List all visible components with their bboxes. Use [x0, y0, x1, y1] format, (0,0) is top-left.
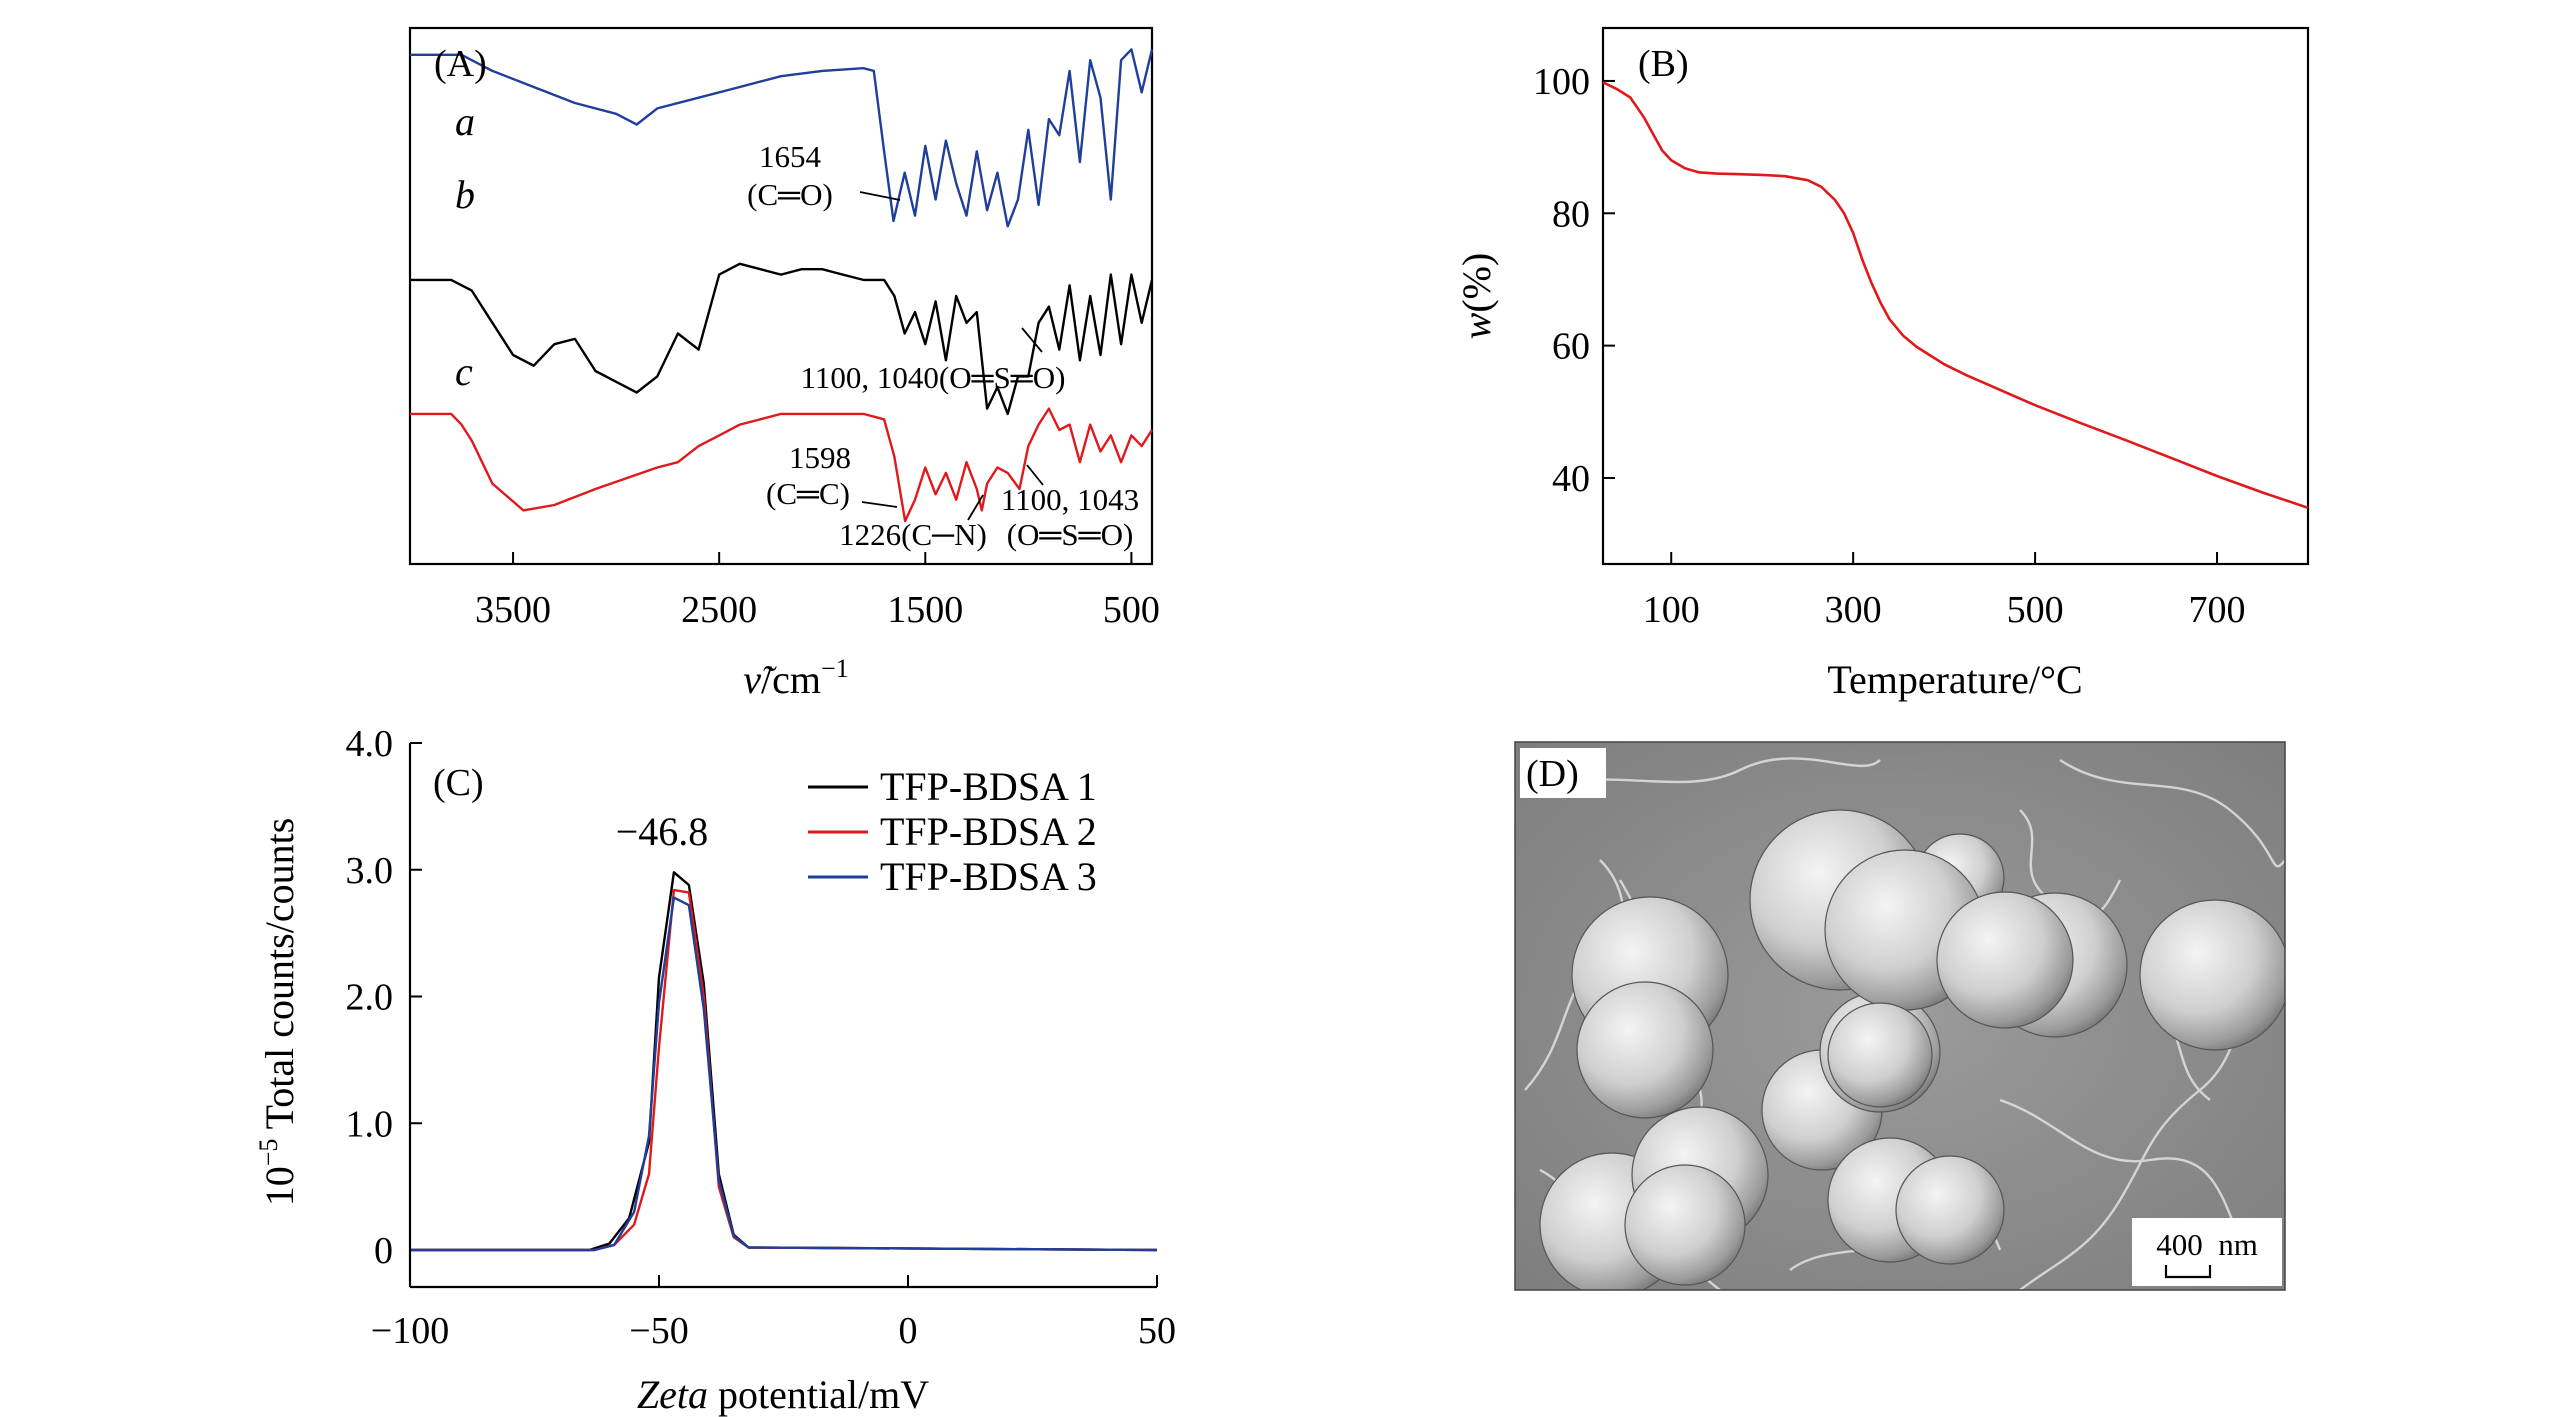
zeta-curve-3	[410, 896, 1158, 1252]
panel-b-frame	[1601, 26, 2310, 566]
panel-c-ytick-label: 1.0	[346, 1103, 394, 1145]
panel-b-ylabel-rest: (%)	[1454, 253, 1499, 313]
panel-b-xtick-label: 300	[1825, 589, 1882, 631]
sem-spheres	[1539, 809, 2285, 1290]
panel-a-x-ticks: 3500 2500 1500 500	[475, 552, 1160, 631]
panel-a-series	[410, 48, 1154, 523]
panel-d-label-box	[1520, 748, 1606, 798]
scale-bar-label: 400 nm	[2156, 1227, 2258, 1262]
annotation-1598: 1598	[789, 440, 851, 475]
panel-c-legend: TFP-BDSA 1 TFP-BDSA 2 TFP-BDSA 3	[808, 764, 1097, 899]
panel-c-label: (C)	[433, 762, 484, 804]
panel-c-xtick-label: −100	[371, 1310, 449, 1352]
panel-a-xtick-label: 3500	[475, 589, 551, 631]
panel-b-ticks: 100 300 500 700 40 60 80 100	[1533, 61, 2246, 631]
panel-b: 100 300 500 700 40 60 80 100 (B) Temperature/°C…	[1454, 26, 2310, 702]
annotation-co: (C═O)	[747, 177, 833, 212]
panel-a-label: (A)	[434, 43, 487, 85]
panel-c-xtick-label: −50	[629, 1310, 688, 1352]
annotation-cc: (C═C)	[766, 476, 850, 511]
panel-b-series	[1602, 81, 2309, 510]
panel-c-ylabel: 10−5 Total counts/counts	[254, 818, 302, 1207]
panel-a-xlabel-sup: −1	[821, 654, 849, 683]
panel-b-xtick-label: 700	[2189, 589, 2246, 631]
panel-d-label: (D)	[1526, 753, 1579, 795]
panel-d-frame	[1514, 741, 2286, 1291]
panel-b-ytick-label: 60	[1552, 326, 1590, 368]
ftir-curve-c	[410, 407, 1154, 523]
leader-1654	[859, 191, 901, 201]
sem-micrograph	[1515, 742, 2285, 1290]
panel-c-ticks: −100 −50 0 50 0 1.0 2.0 3.0 4.0	[346, 723, 1177, 1352]
panel-a-xlabel: ν̃/cm−1	[743, 654, 848, 702]
panel-b-ytick-label: 40	[1552, 458, 1590, 500]
annotation-1654: 1654	[759, 139, 822, 174]
leader-1226	[967, 494, 984, 521]
legend-label-1: TFP-BDSA 1	[880, 764, 1097, 809]
panel-c-xtick-label: 0	[899, 1310, 918, 1352]
zeta-curve-2	[410, 888, 1158, 1252]
ftir-curve-a	[410, 48, 1154, 228]
scale-bar-box	[2132, 1218, 2282, 1286]
panel-b-xlabel: Temperature/°C	[1827, 657, 2082, 702]
panel-c-ylabel-rest: Total counts/counts	[257, 818, 302, 1139]
legend-label-3: TFP-BDSA 3	[880, 854, 1097, 899]
panel-a-frame	[408, 26, 1154, 566]
panel-c-xtick-label: 50	[1138, 1310, 1176, 1352]
tga-curve	[1602, 81, 2309, 510]
leader-oso-b	[1021, 327, 1043, 353]
panel-a-xtick-label: 1500	[887, 589, 963, 631]
panel-c-xlabel-rest: potential/mV	[708, 1372, 929, 1417]
panel-c-ytick-label: 3.0	[346, 850, 394, 892]
annotation-oso-b: 1100, 1040(O═S═O)	[801, 360, 1066, 395]
panel-c-xlabel: Zeta potential/mV	[637, 1372, 929, 1417]
panel-c-peak-label: −46.8	[616, 809, 709, 854]
leader-1043	[1026, 464, 1044, 486]
annotation-1226: 1226(C─N)	[839, 517, 987, 552]
panel-c: −100 −50 0 50 0 1.0 2.0 3.0 4.0 (C) −46.8 Zeta p…	[254, 723, 1176, 1417]
panel-c-xlabel-italic: Zeta	[637, 1372, 708, 1417]
panel-a-xtick-label: 2500	[681, 589, 757, 631]
panel-b-label: (B)	[1638, 43, 1689, 85]
panel-a-xlabel-unit: /cm	[761, 657, 821, 702]
zeta-curve-1	[410, 871, 1158, 1252]
panel-b-xtick-label: 100	[1643, 589, 1700, 631]
curve-b-label: b	[455, 172, 475, 217]
legend-label-2: TFP-BDSA 2	[880, 809, 1097, 854]
curve-c-label: c	[455, 349, 473, 394]
panel-b-ylabel: w(%)	[1454, 253, 1499, 340]
panel-b-xtick-label: 500	[2007, 589, 2064, 631]
panel-b-ytick-label: 80	[1552, 193, 1590, 235]
panel-c-ylabel-prefix: 10	[257, 1166, 302, 1206]
panel-b-ylabel-italic: w	[1454, 312, 1499, 339]
panel-c-ylabel-sup: −5	[254, 1139, 283, 1167]
panel-d: (D) 400 nm	[1514, 741, 2286, 1291]
leader-1598	[861, 501, 898, 508]
panel-b-ytick-label: 100	[1533, 61, 1590, 103]
panel-a-xtick-label: 500	[1103, 589, 1160, 631]
panel-c-series	[410, 871, 1158, 1252]
panel-a: 3500 2500 1500 500 (A) ν̃/cm−1 a b c 1654 (…	[408, 26, 1160, 702]
annotation-oso-c: (O═S═O)	[1007, 517, 1134, 552]
panel-c-ytick-label: 0	[374, 1230, 393, 1272]
scale-bar-line	[2164, 1265, 2212, 1279]
annotation-1043: 1100, 1043	[1001, 482, 1139, 517]
ftir-curve-b	[410, 262, 1154, 416]
panel-c-ytick-label: 2.0	[346, 977, 394, 1019]
panel-c-ytick-label: 4.0	[346, 723, 394, 765]
curve-a-label: a	[455, 99, 475, 144]
